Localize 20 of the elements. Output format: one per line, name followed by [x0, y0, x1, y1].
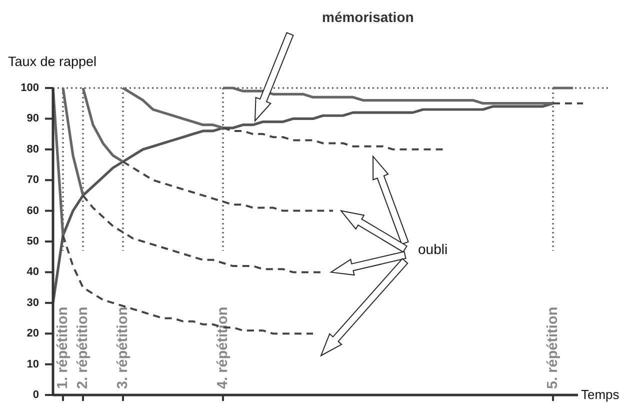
annotation: 3. répétition — [115, 306, 131, 389]
y-tick-label: 50 — [26, 236, 39, 248]
y-tick-label: 20 — [26, 328, 39, 340]
y-tick-label: 90 — [26, 112, 39, 125]
annotation: 1. répétition — [55, 306, 71, 389]
annotation: 2. répétition — [75, 306, 91, 389]
y-axis-title: Taux de rappel — [8, 54, 97, 69]
y-tick-label: 10 — [26, 358, 39, 370]
y-tick-label: 30 — [26, 296, 39, 309]
y-tick-label: 40 — [26, 266, 39, 278]
y-tick-label: 100 — [20, 82, 39, 94]
annotation: oubli — [418, 241, 448, 257]
text: mémorisation — [322, 9, 414, 25]
y-tick-label: 80 — [26, 143, 39, 156]
y-tick-label: 60 — [26, 204, 39, 217]
y-tick-label: 70 — [26, 174, 39, 186]
annotation: 4. répétition — [215, 306, 231, 389]
annotation: 5. répétition — [545, 306, 561, 389]
y-tick-label: 0 — [32, 389, 39, 401]
x-axis-title: Temps — [581, 387, 620, 402]
